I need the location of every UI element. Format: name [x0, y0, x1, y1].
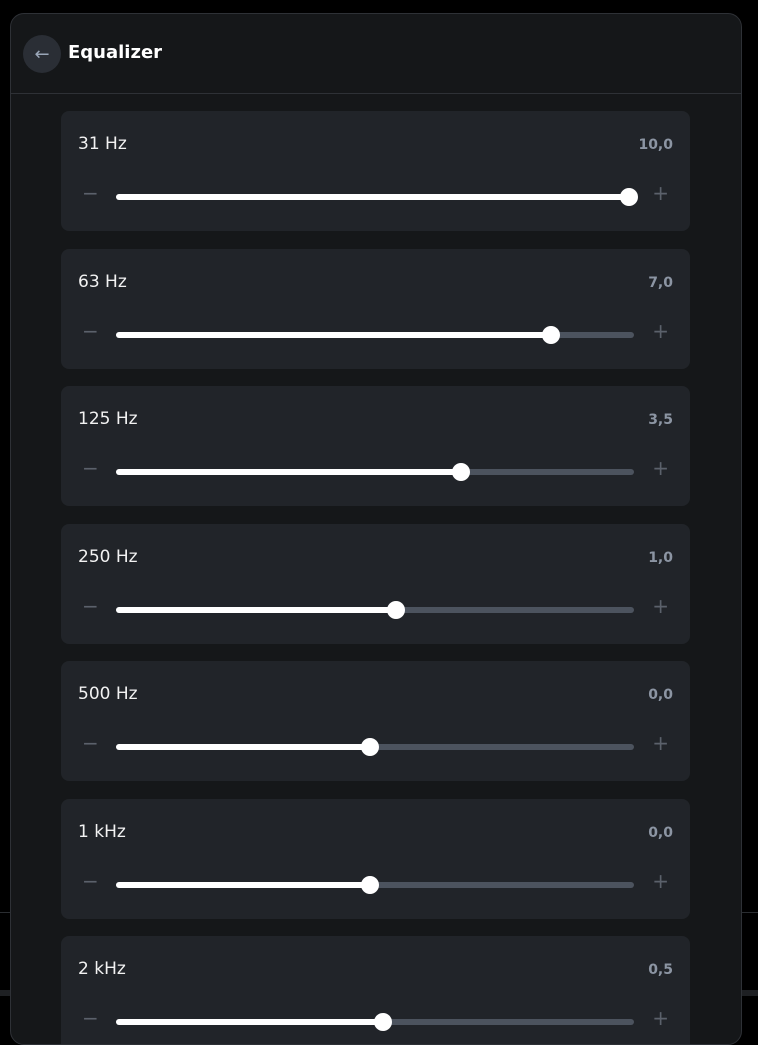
slider-thumb[interactable] — [620, 188, 638, 206]
page-title: Equalizer — [68, 42, 163, 63]
band-card: 63 Hz 7,0 − + — [61, 248, 690, 369]
band-slider[interactable] — [116, 600, 634, 619]
band-card: 2 kHz 0,5 − + — [61, 936, 690, 1044]
decrease-button[interactable]: − — [82, 1006, 99, 1030]
slider-fill — [116, 194, 629, 200]
band-label: 250 Hz — [78, 546, 138, 567]
increase-button[interactable]: + — [652, 593, 669, 618]
increase-button[interactable]: + — [652, 456, 669, 480]
band-value: 10,0 — [638, 137, 673, 153]
band-card: 125 Hz 3,5 − + — [61, 386, 690, 506]
band-slider[interactable] — [116, 325, 634, 344]
increase-button[interactable]: + — [652, 318, 669, 343]
slider-thumb[interactable] — [361, 875, 379, 894]
decrease-button[interactable]: − — [82, 181, 99, 205]
band-slider[interactable] — [116, 1013, 634, 1031]
band-value: 3,5 — [648, 412, 673, 428]
increase-button[interactable]: + — [652, 731, 669, 755]
increase-button[interactable]: + — [652, 181, 669, 205]
band-label: 500 Hz — [78, 684, 138, 704]
band-value: 0,0 — [648, 824, 673, 841]
back-button[interactable]: ← — [23, 35, 61, 73]
band-label: 125 Hz — [78, 409, 138, 429]
band-label: 63 Hz — [78, 271, 127, 292]
decrease-button[interactable]: − — [82, 593, 99, 618]
band-card: 31 Hz 10,0 − + — [61, 111, 690, 231]
band-slider[interactable] — [116, 188, 638, 206]
slider-fill — [116, 606, 396, 613]
decrease-button[interactable]: − — [82, 868, 99, 893]
arrow-left-icon: ← — [34, 43, 50, 65]
band-slider[interactable] — [116, 463, 634, 481]
band-label: 1 kHz — [78, 821, 126, 842]
band-label: 2 kHz — [78, 959, 126, 979]
slider-fill — [116, 1019, 383, 1025]
panel-header: ← Equalizer — [11, 14, 741, 94]
band-value: 7,0 — [648, 274, 673, 291]
slider-fill — [116, 881, 370, 888]
slider-thumb[interactable] — [451, 463, 470, 481]
band-slider[interactable] — [116, 738, 634, 756]
equalizer-panel: ← Equalizer 31 Hz 10,0 − +63 Hz 7,0 − +1… — [10, 13, 742, 1045]
decrease-button[interactable]: − — [82, 318, 99, 343]
decrease-button[interactable]: − — [82, 456, 99, 480]
band-card: 250 Hz 1,0 − + — [61, 523, 690, 644]
band-card: 1 kHz 0,0 − + — [61, 798, 690, 919]
band-value: 0,0 — [648, 687, 673, 703]
band-slider[interactable] — [116, 875, 634, 894]
increase-button[interactable]: + — [652, 1006, 669, 1030]
band-label: 31 Hz — [78, 134, 127, 154]
slider-thumb[interactable] — [386, 600, 405, 619]
band-card: 500 Hz 0,0 − + — [61, 661, 690, 781]
slider-thumb[interactable] — [361, 738, 379, 756]
band-value: 0,5 — [648, 962, 673, 978]
band-value: 1,0 — [648, 549, 673, 566]
slider-fill — [116, 469, 461, 475]
decrease-button[interactable]: − — [82, 731, 99, 755]
slider-thumb[interactable] — [542, 325, 561, 344]
increase-button[interactable]: + — [652, 868, 669, 893]
slider-thumb[interactable] — [373, 1013, 392, 1031]
slider-fill — [116, 331, 552, 338]
slider-fill — [116, 744, 370, 750]
